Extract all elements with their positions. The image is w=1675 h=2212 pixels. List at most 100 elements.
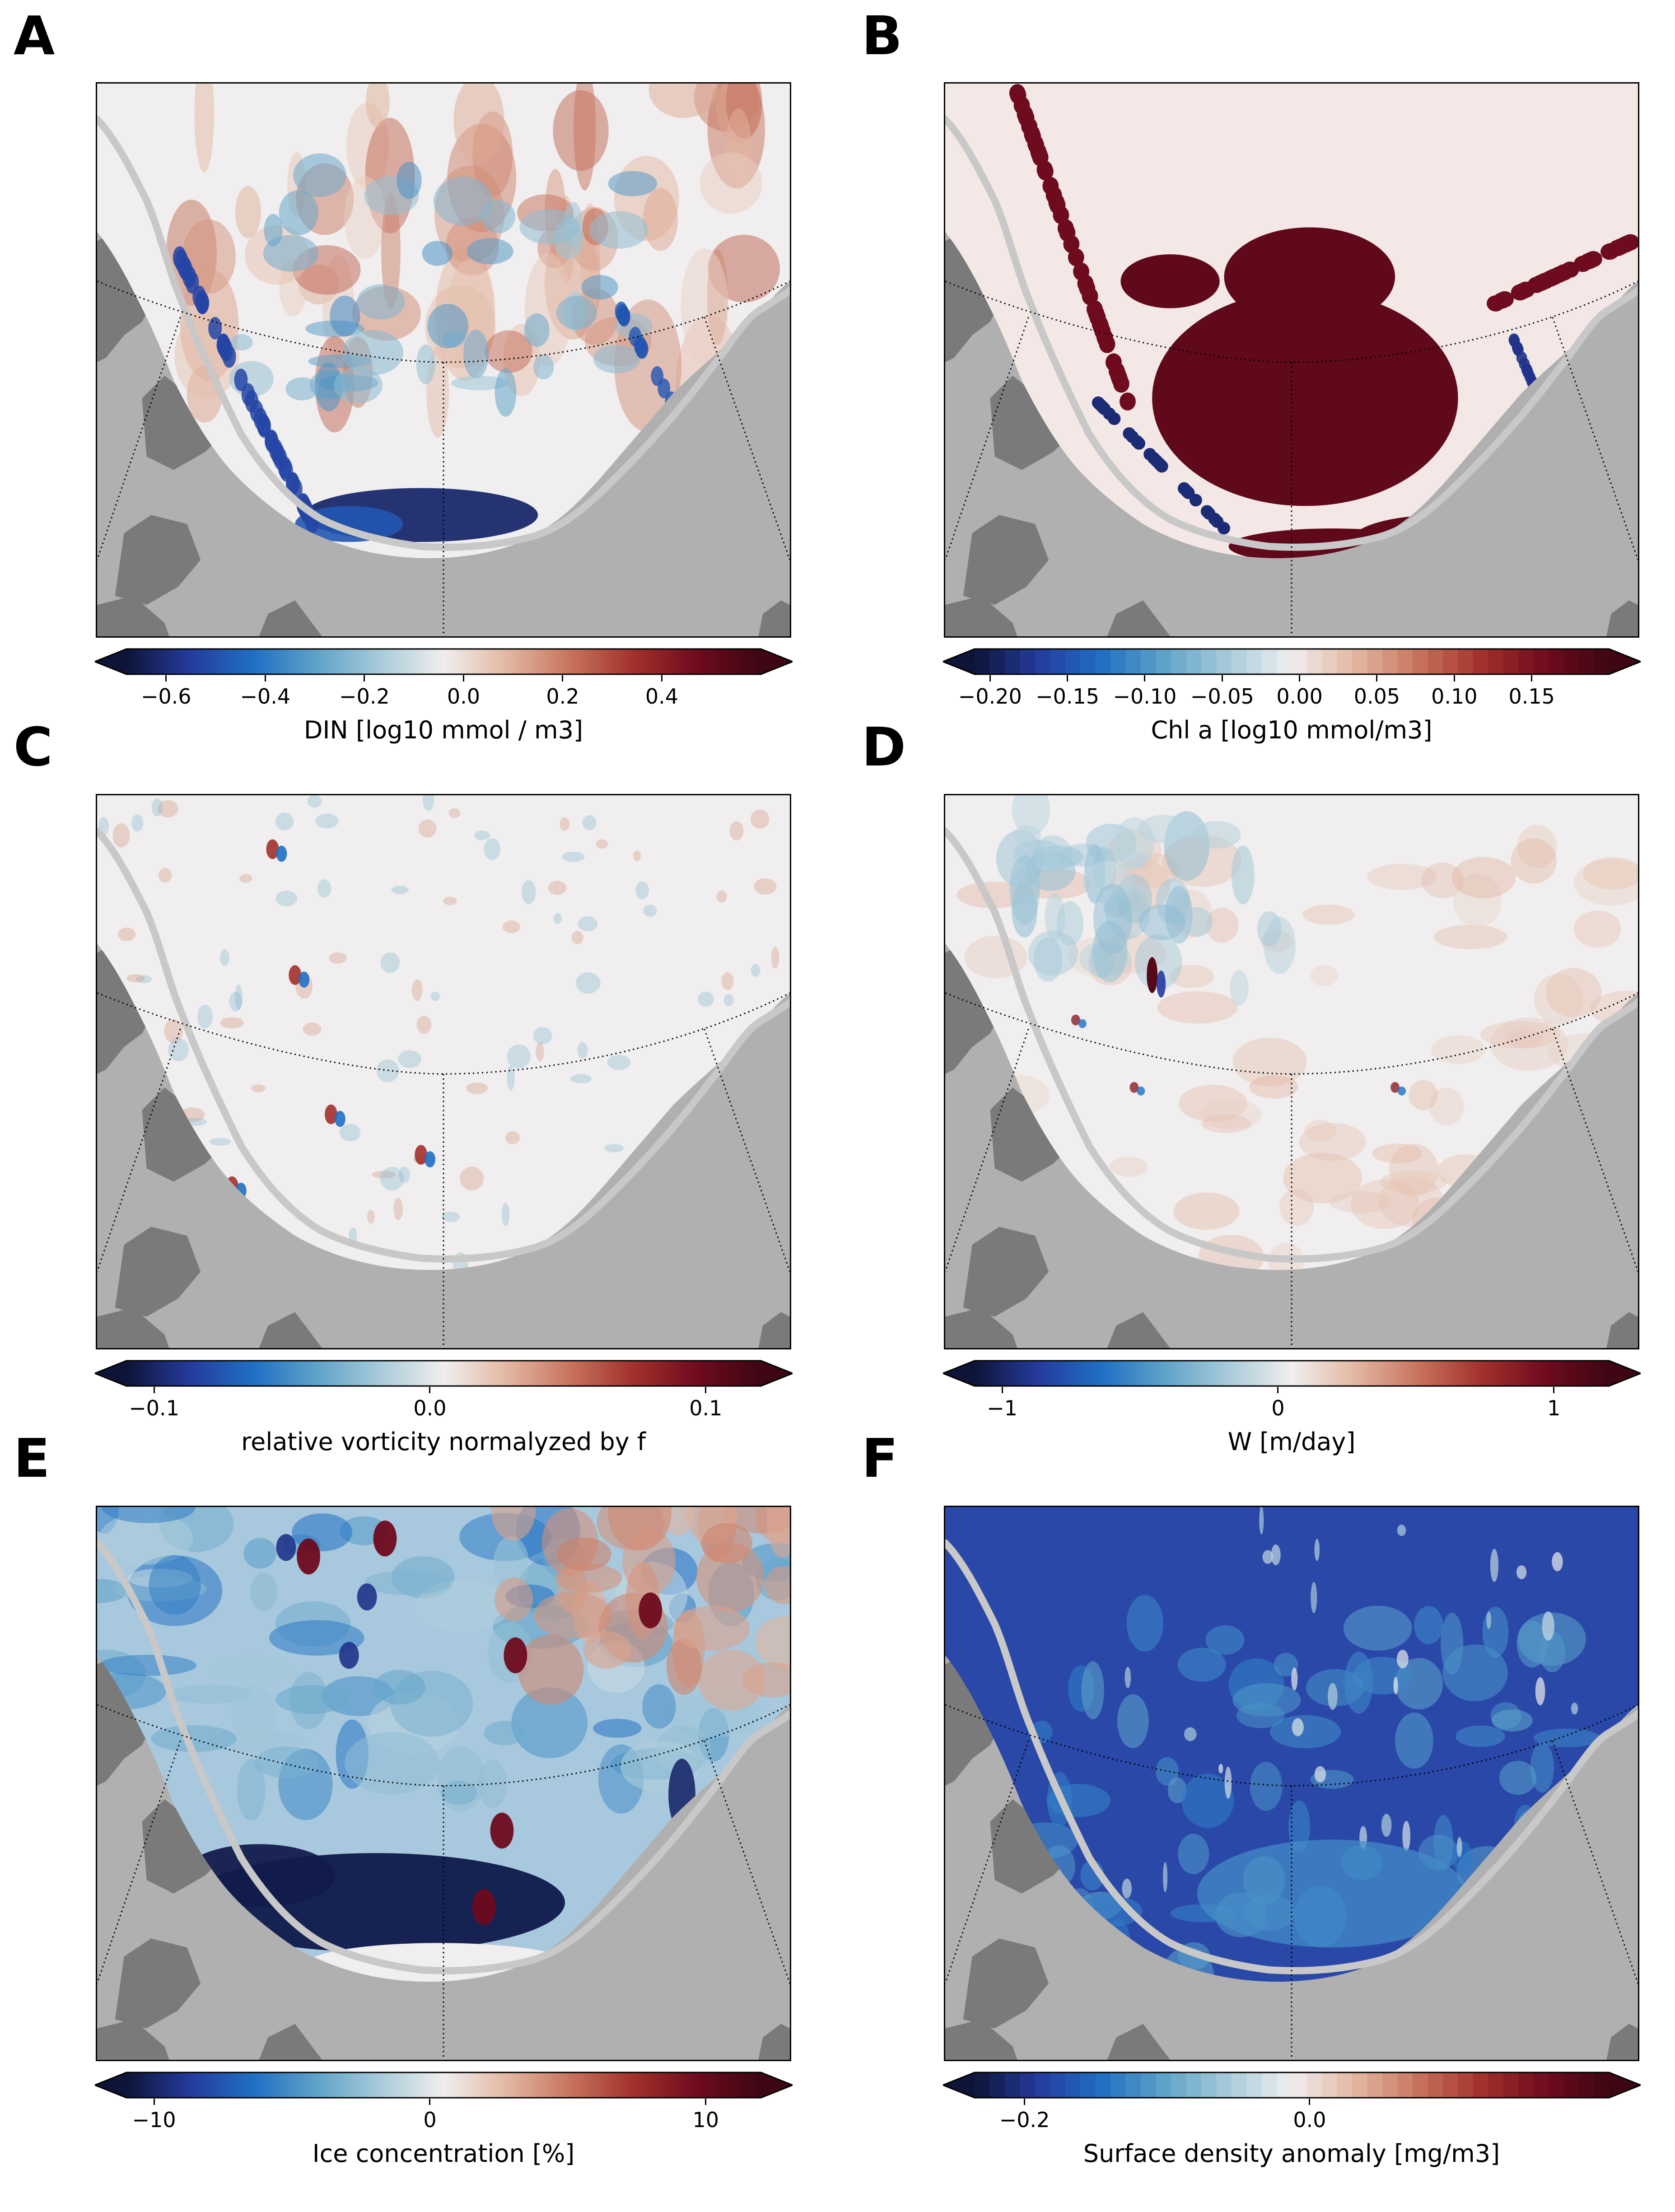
- colorbar-segment: [1371, 1361, 1375, 1386]
- dark-land: [758, 600, 790, 636]
- field-patch: [1163, 1862, 1168, 1892]
- colorbar-segment: [1117, 1361, 1121, 1386]
- field-patch: [1137, 1086, 1145, 1096]
- field-patch: [416, 1016, 432, 1034]
- colorbar-segment: [475, 649, 479, 674]
- colorbar-segment: [459, 1361, 463, 1386]
- map-panel-c: [96, 794, 791, 1349]
- graticule-line: [97, 1704, 790, 1787]
- colorbar-segment: [1241, 1361, 1245, 1386]
- field-patch: [1314, 1766, 1326, 1783]
- field-patch: [422, 241, 453, 266]
- colorbar-segment: [570, 1361, 574, 1386]
- colorbar-segment: [647, 649, 650, 674]
- map-panel-a: [96, 82, 791, 638]
- colorbar-segment: [1279, 1361, 1283, 1386]
- colorbar-segment: [355, 649, 359, 674]
- colorbar-segment: [260, 1361, 263, 1386]
- colorbar-segment: [212, 2072, 216, 2098]
- colorbar-segment: [155, 1361, 159, 1386]
- field-patch: [596, 839, 608, 849]
- dark-land: [1606, 600, 1638, 636]
- field-patch: [1110, 368, 1127, 386]
- colorbar-segment: [599, 649, 603, 674]
- colorbar-segment: [130, 2072, 133, 2098]
- colorbar-segment: [215, 2072, 219, 2098]
- colorbar-segment: [1418, 1361, 1423, 1386]
- colorbar-segment: [1453, 1361, 1457, 1386]
- colorbar-segment: [1035, 1361, 1039, 1386]
- colorbar-segment: [666, 1361, 669, 1386]
- colorbar-segment: [434, 2072, 438, 2098]
- field-patch: [553, 913, 562, 924]
- field-patch: [1179, 1085, 1247, 1122]
- coastline: [945, 827, 1638, 1263]
- colorbar-a: [93, 648, 795, 675]
- colorbar-segment: [548, 649, 552, 674]
- colorbar-segment: [183, 649, 187, 674]
- colorbar-segment: [586, 1361, 590, 1386]
- colorbar-segment: [415, 649, 419, 674]
- colorbar-segment: [472, 2072, 476, 2098]
- colorbar-segment: [735, 1361, 739, 1386]
- colorbar-segment: [637, 649, 641, 674]
- colorbar-segment: [1561, 1361, 1565, 1386]
- field-patch: [1120, 254, 1220, 308]
- colorbar-ticks-d: −1 0 1: [943, 1387, 1641, 1420]
- colorbar-segment: [685, 2072, 689, 2098]
- colorbar-segment: [675, 1361, 679, 1386]
- field-patch: [1390, 1082, 1400, 1093]
- colorbar-c: [93, 1360, 795, 1387]
- field-patch: [1512, 343, 1524, 356]
- colorbar-segment: [1127, 1361, 1130, 1386]
- colorbar-segment: [136, 1361, 140, 1386]
- field-patch: [617, 307, 630, 327]
- colorbar-segment: [171, 649, 174, 674]
- colorbar-segment: [421, 1361, 425, 1386]
- colorbar-segment: [443, 1361, 448, 1386]
- colorbar-segment: [1201, 649, 1217, 674]
- colorbar-segment: [536, 2072, 539, 2098]
- colorbar-segment: [431, 649, 435, 674]
- colorbar-segment: [196, 1361, 200, 1386]
- field-patch: [561, 851, 585, 862]
- colorbar-segment: [1139, 1361, 1143, 1386]
- colorbar-segment: [1231, 2072, 1247, 2098]
- field-patch: [168, 1685, 252, 1704]
- colorbar-segment: [599, 1361, 603, 1386]
- colorbar-segment: [168, 2072, 171, 2098]
- colorbar-tick-label: 0.4: [645, 684, 679, 709]
- colorbar-segment: [1025, 1361, 1029, 1386]
- field-patch: [443, 896, 457, 905]
- colorbar-segment: [707, 2072, 711, 2098]
- colorbar-segment: [1065, 649, 1081, 674]
- colorbar-segment: [364, 649, 368, 674]
- colorbar-segment: [634, 1361, 638, 1386]
- field-patch: [495, 368, 517, 417]
- colorbar-segment: [1352, 1361, 1356, 1386]
- field-patch: [556, 1537, 611, 1571]
- colorbar-segment: [602, 1361, 606, 1386]
- colorbar-segment: [488, 1361, 492, 1386]
- colorbar-tick-label: 0: [1271, 1396, 1285, 1420]
- colorbar-segment: [513, 649, 517, 674]
- colorbar-segment: [1031, 1361, 1036, 1386]
- field-patch: [472, 1889, 496, 1925]
- colorbar-segment: [456, 2072, 460, 2098]
- colorbar-segment: [209, 2072, 213, 2098]
- colorbar-segment: [1443, 2072, 1459, 2098]
- colorbar-segment: [443, 649, 448, 674]
- colorbar-segment: [491, 649, 495, 674]
- colorbar-label-c: relative vorticity normalyzed by f: [241, 1428, 646, 1456]
- field-patch: [1571, 1703, 1578, 1715]
- colorbar-segment: [656, 2072, 660, 2098]
- field-patch: [1534, 974, 1584, 1025]
- field-patch: [1059, 844, 1108, 867]
- field-patch: [372, 1171, 396, 1179]
- colorbar-segment: [307, 2072, 311, 2098]
- colorbar-segment: [1092, 1361, 1096, 1386]
- colorbar-segment: [475, 2072, 479, 2098]
- colorbar-segment: [1206, 1361, 1210, 1386]
- colorbar-tick-label: −0.2: [339, 684, 390, 709]
- field-patch: [208, 317, 222, 340]
